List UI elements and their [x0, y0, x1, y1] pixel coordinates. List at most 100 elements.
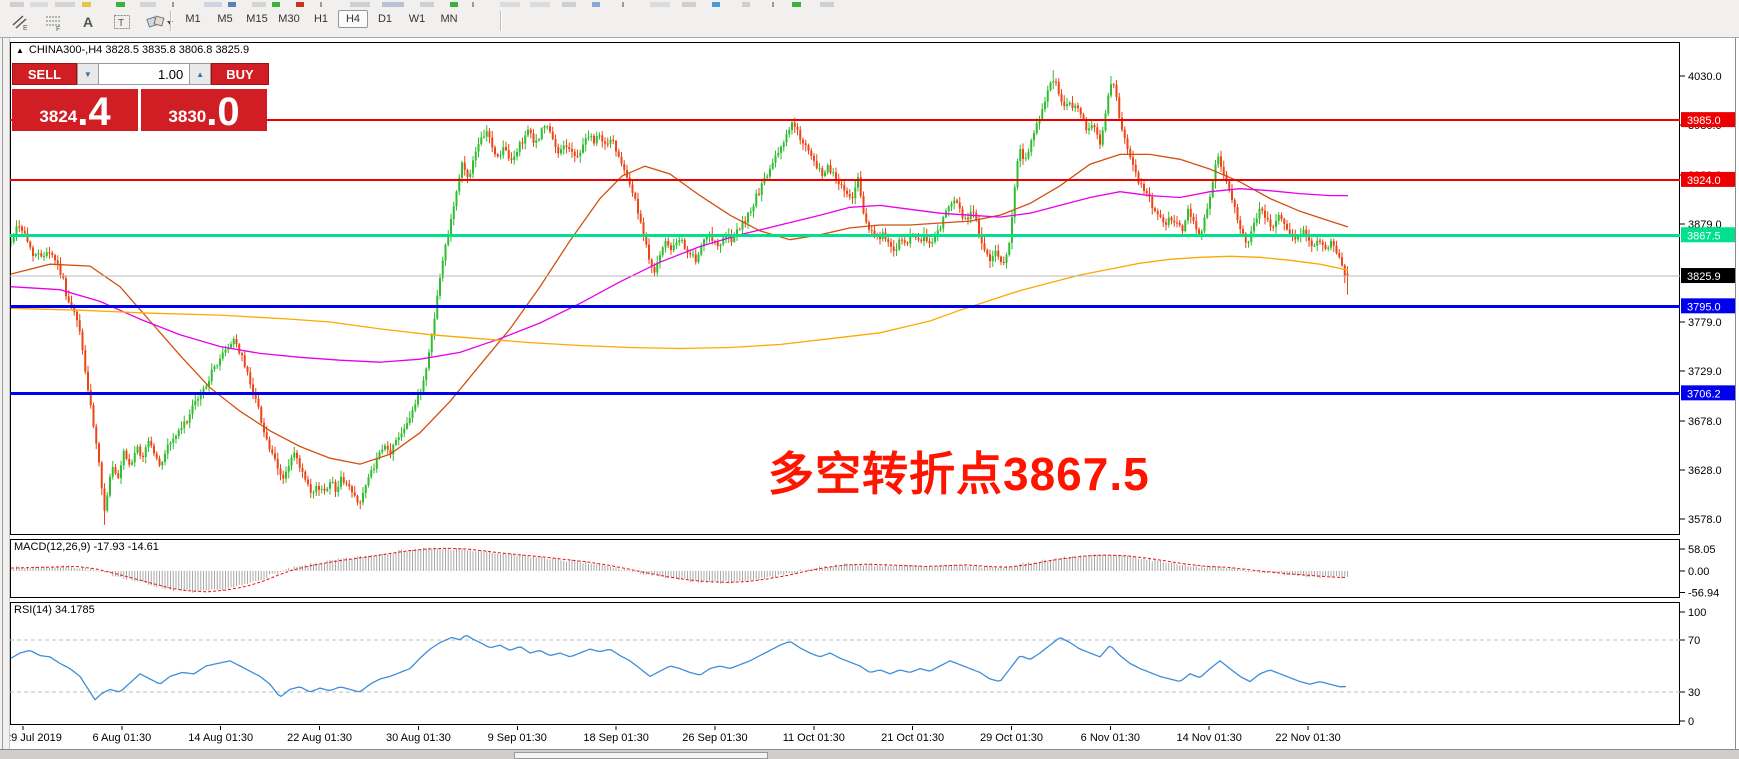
collapse-triangle-icon[interactable]: ▲ [16, 46, 24, 55]
rsi-indicator-label: RSI(14) 34.1785 [14, 604, 95, 616]
sell-price-tile[interactable]: 3824.4 [12, 89, 138, 135]
timeframe-button-m5[interactable]: M5 [217, 13, 233, 25]
toolbar-top-clipped-row [0, 0, 1739, 8]
svg-text:11 Oct 01:30: 11 Oct 01:30 [783, 732, 845, 744]
svg-text:3825.9: 3825.9 [1687, 271, 1721, 283]
buy-price-frac: .0 [206, 90, 240, 135]
svg-text:3706.2: 3706.2 [1687, 388, 1721, 400]
svg-text:3795.0: 3795.0 [1687, 301, 1721, 313]
price-badge-3924 [1681, 171, 1736, 187]
current-price-badge [1681, 268, 1736, 284]
svg-text:30: 30 [1688, 687, 1700, 699]
price-badge-3706.2 [1681, 385, 1736, 401]
svg-text:22 Nov 01:30: 22 Nov 01:30 [1275, 732, 1340, 744]
ma-fast-line [11, 153, 1349, 465]
macd-signal-line [11, 547, 1348, 593]
sell-button[interactable]: SELL [12, 63, 77, 85]
svg-text:58.05: 58.05 [1688, 544, 1716, 556]
price-axis: 4030.03980.03929.03879.03779.03729.03678… [1680, 71, 1736, 728]
svg-text:E: E [23, 25, 28, 31]
fibonacci-icon[interactable]: F [42, 11, 66, 33]
chart-symbol-header[interactable]: ▲ CHINA300-,H4 3828.5 3835.8 3806.8 3825.… [16, 44, 249, 56]
svg-text:22 Aug 01:30: 22 Aug 01:30 [287, 732, 352, 744]
svg-text:3867.5: 3867.5 [1687, 230, 1721, 242]
svg-text:3628.0: 3628.0 [1688, 465, 1722, 477]
buy-price-int: 3830 [168, 107, 207, 126]
toolbar: E F A T M1 M5 M15 M30 H1 H4 D1 W1 MN [0, 0, 1739, 38]
svg-text:14 Nov 01:30: 14 Nov 01:30 [1176, 732, 1241, 744]
label-icon[interactable]: T [110, 11, 134, 33]
timeframe-toolbar: M1 M5 M15 M30 H1 H4 D1 W1 MN [178, 10, 464, 28]
date-axis: 29 Jul 2019 6 Aug 01:30 14 Aug 01:30 22 Aug… [5, 726, 1341, 744]
price-panel[interactable] [10, 42, 1680, 535]
svg-text:70: 70 [1688, 635, 1700, 647]
svg-text:0: 0 [1688, 716, 1694, 728]
svg-text:T: T [118, 18, 124, 29]
toolbar-separator [170, 11, 172, 31]
scrollbar-thumb[interactable] [514, 752, 768, 759]
macd-panel[interactable] [10, 539, 1680, 598]
price-badge-3985 [1681, 112, 1736, 128]
svg-text:6 Nov 01:30: 6 Nov 01:30 [1081, 732, 1140, 744]
buy-button[interactable]: BUY [210, 63, 269, 85]
toolbar-separator [500, 11, 502, 31]
svg-text:4030.0: 4030.0 [1688, 71, 1722, 83]
svg-text:-56.94: -56.94 [1688, 588, 1719, 600]
timeframe-button-h4[interactable]: H4 [338, 10, 368, 28]
svg-text:3779.0: 3779.0 [1688, 317, 1722, 329]
equidistant-channel-icon[interactable]: E [8, 11, 32, 33]
ma-slow-line [11, 255, 1349, 350]
tile-divider [138, 89, 141, 131]
window-right-edge [1735, 37, 1736, 749]
svg-text:18 Sep 01:30: 18 Sep 01:30 [583, 732, 648, 744]
symbol-info-text: CHINA300-,H4 3828.5 3835.8 3806.8 3825.9 [28, 44, 250, 56]
svg-text:0.00: 0.00 [1688, 566, 1709, 578]
macd-series [11, 547, 1348, 593]
drawing-toolbar: E F A T [8, 9, 176, 35]
price-badge-3867.5 [1681, 227, 1736, 243]
buy-price-tile[interactable]: 3830.0 [141, 89, 267, 135]
svg-text:26 Sep 01:30: 26 Sep 01:30 [682, 732, 747, 744]
shapes-dropdown-icon[interactable] [144, 11, 176, 33]
svg-text:30 Aug 01:30: 30 Aug 01:30 [386, 732, 451, 744]
svg-text:9 Sep 01:30: 9 Sep 01:30 [488, 732, 547, 744]
svg-text:3678.0: 3678.0 [1688, 416, 1722, 428]
sell-price-int: 3824 [39, 107, 78, 126]
svg-text:6 Aug 01:30: 6 Aug 01:30 [92, 732, 151, 744]
svg-text:21 Oct 01:30: 21 Oct 01:30 [881, 732, 944, 744]
svg-text:3985.0: 3985.0 [1687, 115, 1721, 127]
svg-text:29 Jul 2019: 29 Jul 2019 [5, 732, 62, 744]
svg-text:14 Aug 01:30: 14 Aug 01:30 [188, 732, 253, 744]
svg-text:3924.0: 3924.0 [1687, 175, 1721, 187]
volume-decrease-button[interactable]: ▼ [76, 63, 99, 85]
timeframe-button-m1[interactable]: M1 [185, 13, 201, 25]
chart-annotation-text[interactable]: 多空转折点3867.5 [768, 448, 1150, 500]
window-left-edge [0, 37, 10, 749]
timeframe-button-m30[interactable]: M30 [278, 13, 300, 25]
svg-text:F: F [56, 26, 60, 31]
volume-input[interactable]: 1.00 [98, 63, 190, 85]
svg-text:29 Oct 01:30: 29 Oct 01:30 [980, 732, 1043, 744]
docked-window-edge [0, 749, 1739, 759]
timeframe-button-h1[interactable]: H1 [313, 13, 329, 25]
rsi-panel[interactable] [10, 602, 1680, 725]
svg-text:3729.0: 3729.0 [1688, 366, 1722, 378]
timeframe-button-d1[interactable]: D1 [377, 13, 393, 25]
rsi-series [11, 634, 1347, 701]
ma-mid-line [11, 188, 1348, 363]
candlestick-series [11, 70, 1349, 525]
rsi-line [11, 634, 1347, 701]
svg-text:100: 100 [1688, 607, 1706, 619]
timeframe-button-w1[interactable]: W1 [408, 13, 426, 25]
text-icon[interactable]: A [82, 14, 94, 30]
price-badge-3795 [1681, 298, 1736, 314]
macd-indicator-label: MACD(12,26,9) -17.93 -14.61 [14, 541, 159, 553]
timeframe-button-mn[interactable]: MN [440, 13, 458, 25]
svg-text:3578.0: 3578.0 [1688, 514, 1722, 526]
sell-price-frac: .4 [77, 90, 111, 135]
timeframe-button-m15[interactable]: M15 [246, 13, 268, 25]
one-click-trade-panel: SELL ▼ 1.00 ▲ BUY 3824.4 3830.0 [12, 63, 269, 135]
volume-increase-button[interactable]: ▲ [189, 63, 211, 85]
